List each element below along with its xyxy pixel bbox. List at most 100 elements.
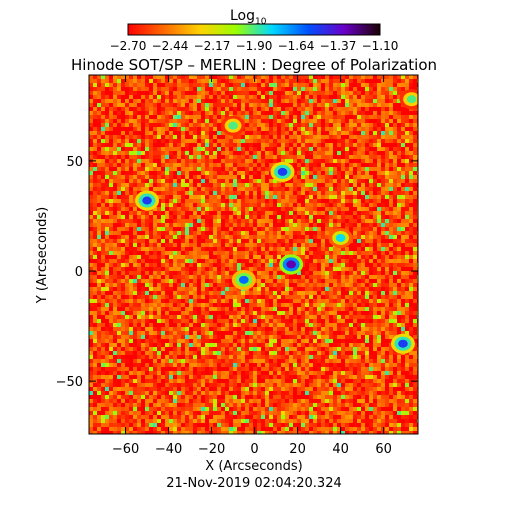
heatmap-cell [173, 111, 177, 115]
heatmap-cell [149, 263, 153, 267]
heatmap-cell [337, 79, 341, 83]
heatmap-cell [281, 291, 285, 295]
heatmap-cell [369, 199, 373, 203]
heatmap-cell [141, 255, 145, 259]
heatmap-cell [357, 275, 361, 279]
heatmap-cell [273, 131, 277, 135]
heatmap-cell [401, 287, 405, 291]
heatmap-cell [161, 167, 165, 171]
heatmap-cell [305, 87, 309, 91]
heatmap-cell [285, 99, 289, 103]
heatmap-cell [401, 247, 405, 251]
heatmap-cell [213, 75, 217, 79]
heatmap-cell [89, 263, 93, 267]
heatmap-cell [181, 127, 185, 131]
heatmap-cell [125, 275, 129, 279]
heatmap-cell [209, 147, 213, 151]
heatmap-cell [193, 135, 197, 139]
heatmap-cell [189, 187, 193, 191]
colorbar-gradient [127, 23, 381, 36]
heatmap-cell [261, 131, 265, 135]
heatmap-cell [269, 179, 273, 183]
heatmap-cell [121, 211, 125, 215]
heatmap-cell [93, 127, 97, 131]
heatmap-cell [165, 259, 169, 263]
colorbar-tick-label: −2.70 [110, 39, 147, 53]
heatmap-cell [289, 179, 293, 183]
heatmap-cell [177, 287, 181, 291]
heatmap-cell [397, 123, 401, 127]
heatmap-cell [133, 111, 137, 115]
heatmap-cell [201, 267, 205, 271]
heatmap-cell [397, 99, 401, 103]
heatmap-cell [297, 95, 301, 99]
heatmap-cell [377, 283, 381, 287]
heatmap-cell [133, 207, 137, 211]
heatmap-cell [169, 251, 173, 255]
heatmap-cell [157, 135, 161, 139]
heatmap-cell [393, 91, 397, 95]
heatmap-cell [237, 199, 241, 203]
heatmap-cell [125, 211, 129, 215]
heatmap-cell [137, 111, 141, 115]
heatmap-cell [109, 155, 113, 159]
heatmap-cell [365, 247, 369, 251]
heatmap-cell [409, 151, 413, 155]
heatmap-cell [209, 295, 213, 299]
heatmap-cell [385, 167, 389, 171]
heatmap-cell [329, 159, 333, 163]
heatmap-cell [169, 103, 173, 107]
heatmap-cell [161, 239, 165, 243]
heatmap-cell [213, 91, 217, 95]
heatmap-cell [353, 235, 357, 239]
heatmap-cell [369, 191, 373, 195]
heatmap-cell [221, 219, 225, 223]
heatmap-cell [197, 139, 201, 143]
heatmap-cell [353, 139, 357, 143]
heatmap-cell [97, 119, 101, 123]
heatmap-cell [133, 179, 137, 183]
heatmap-cell [289, 131, 293, 135]
heatmap-cell [337, 187, 341, 191]
heatmap-cell [277, 307, 281, 311]
heatmap-cell [109, 143, 113, 147]
heatmap-cell [133, 251, 137, 255]
heatmap-cell [173, 279, 177, 283]
heatmap-cell [257, 243, 261, 247]
heatmap-cell [253, 283, 257, 287]
heatmap-cell [373, 143, 377, 147]
heatmap-cell [217, 251, 221, 255]
heatmap-cell [185, 311, 189, 315]
heatmap-cell [197, 107, 201, 111]
heatmap-cell [377, 223, 381, 227]
heatmap-cell [205, 119, 209, 123]
heatmap-cell [365, 99, 369, 103]
heatmap-cell [225, 91, 229, 95]
heatmap-cell [145, 151, 149, 155]
heatmap-cell [301, 279, 305, 283]
heatmap-cell [93, 95, 97, 99]
heatmap-cell [349, 83, 353, 87]
heatmap-cell [285, 75, 289, 79]
heatmap-cell [265, 231, 269, 235]
heatmap-cell [197, 251, 201, 255]
heatmap-cell [229, 87, 233, 91]
heatmap-cell [197, 183, 201, 187]
heatmap-cell [381, 251, 385, 255]
heatmap-cell [341, 187, 345, 191]
heatmap-cell [345, 195, 349, 199]
heatmap-cell [341, 79, 345, 83]
heatmap-cell [369, 119, 373, 123]
heatmap-cell [369, 251, 373, 255]
heatmap-cell [349, 267, 353, 271]
heatmap-cell [305, 239, 309, 243]
heatmap-cell [141, 231, 145, 235]
heatmap-cell [341, 251, 345, 255]
heatmap-cell [121, 219, 125, 223]
heatmap-cell [209, 283, 213, 287]
heatmap-cell [181, 91, 185, 95]
heatmap-cell [117, 247, 121, 251]
heatmap-cell [209, 91, 213, 95]
heatmap-cell [193, 75, 197, 79]
heatmap-cell [269, 295, 273, 299]
